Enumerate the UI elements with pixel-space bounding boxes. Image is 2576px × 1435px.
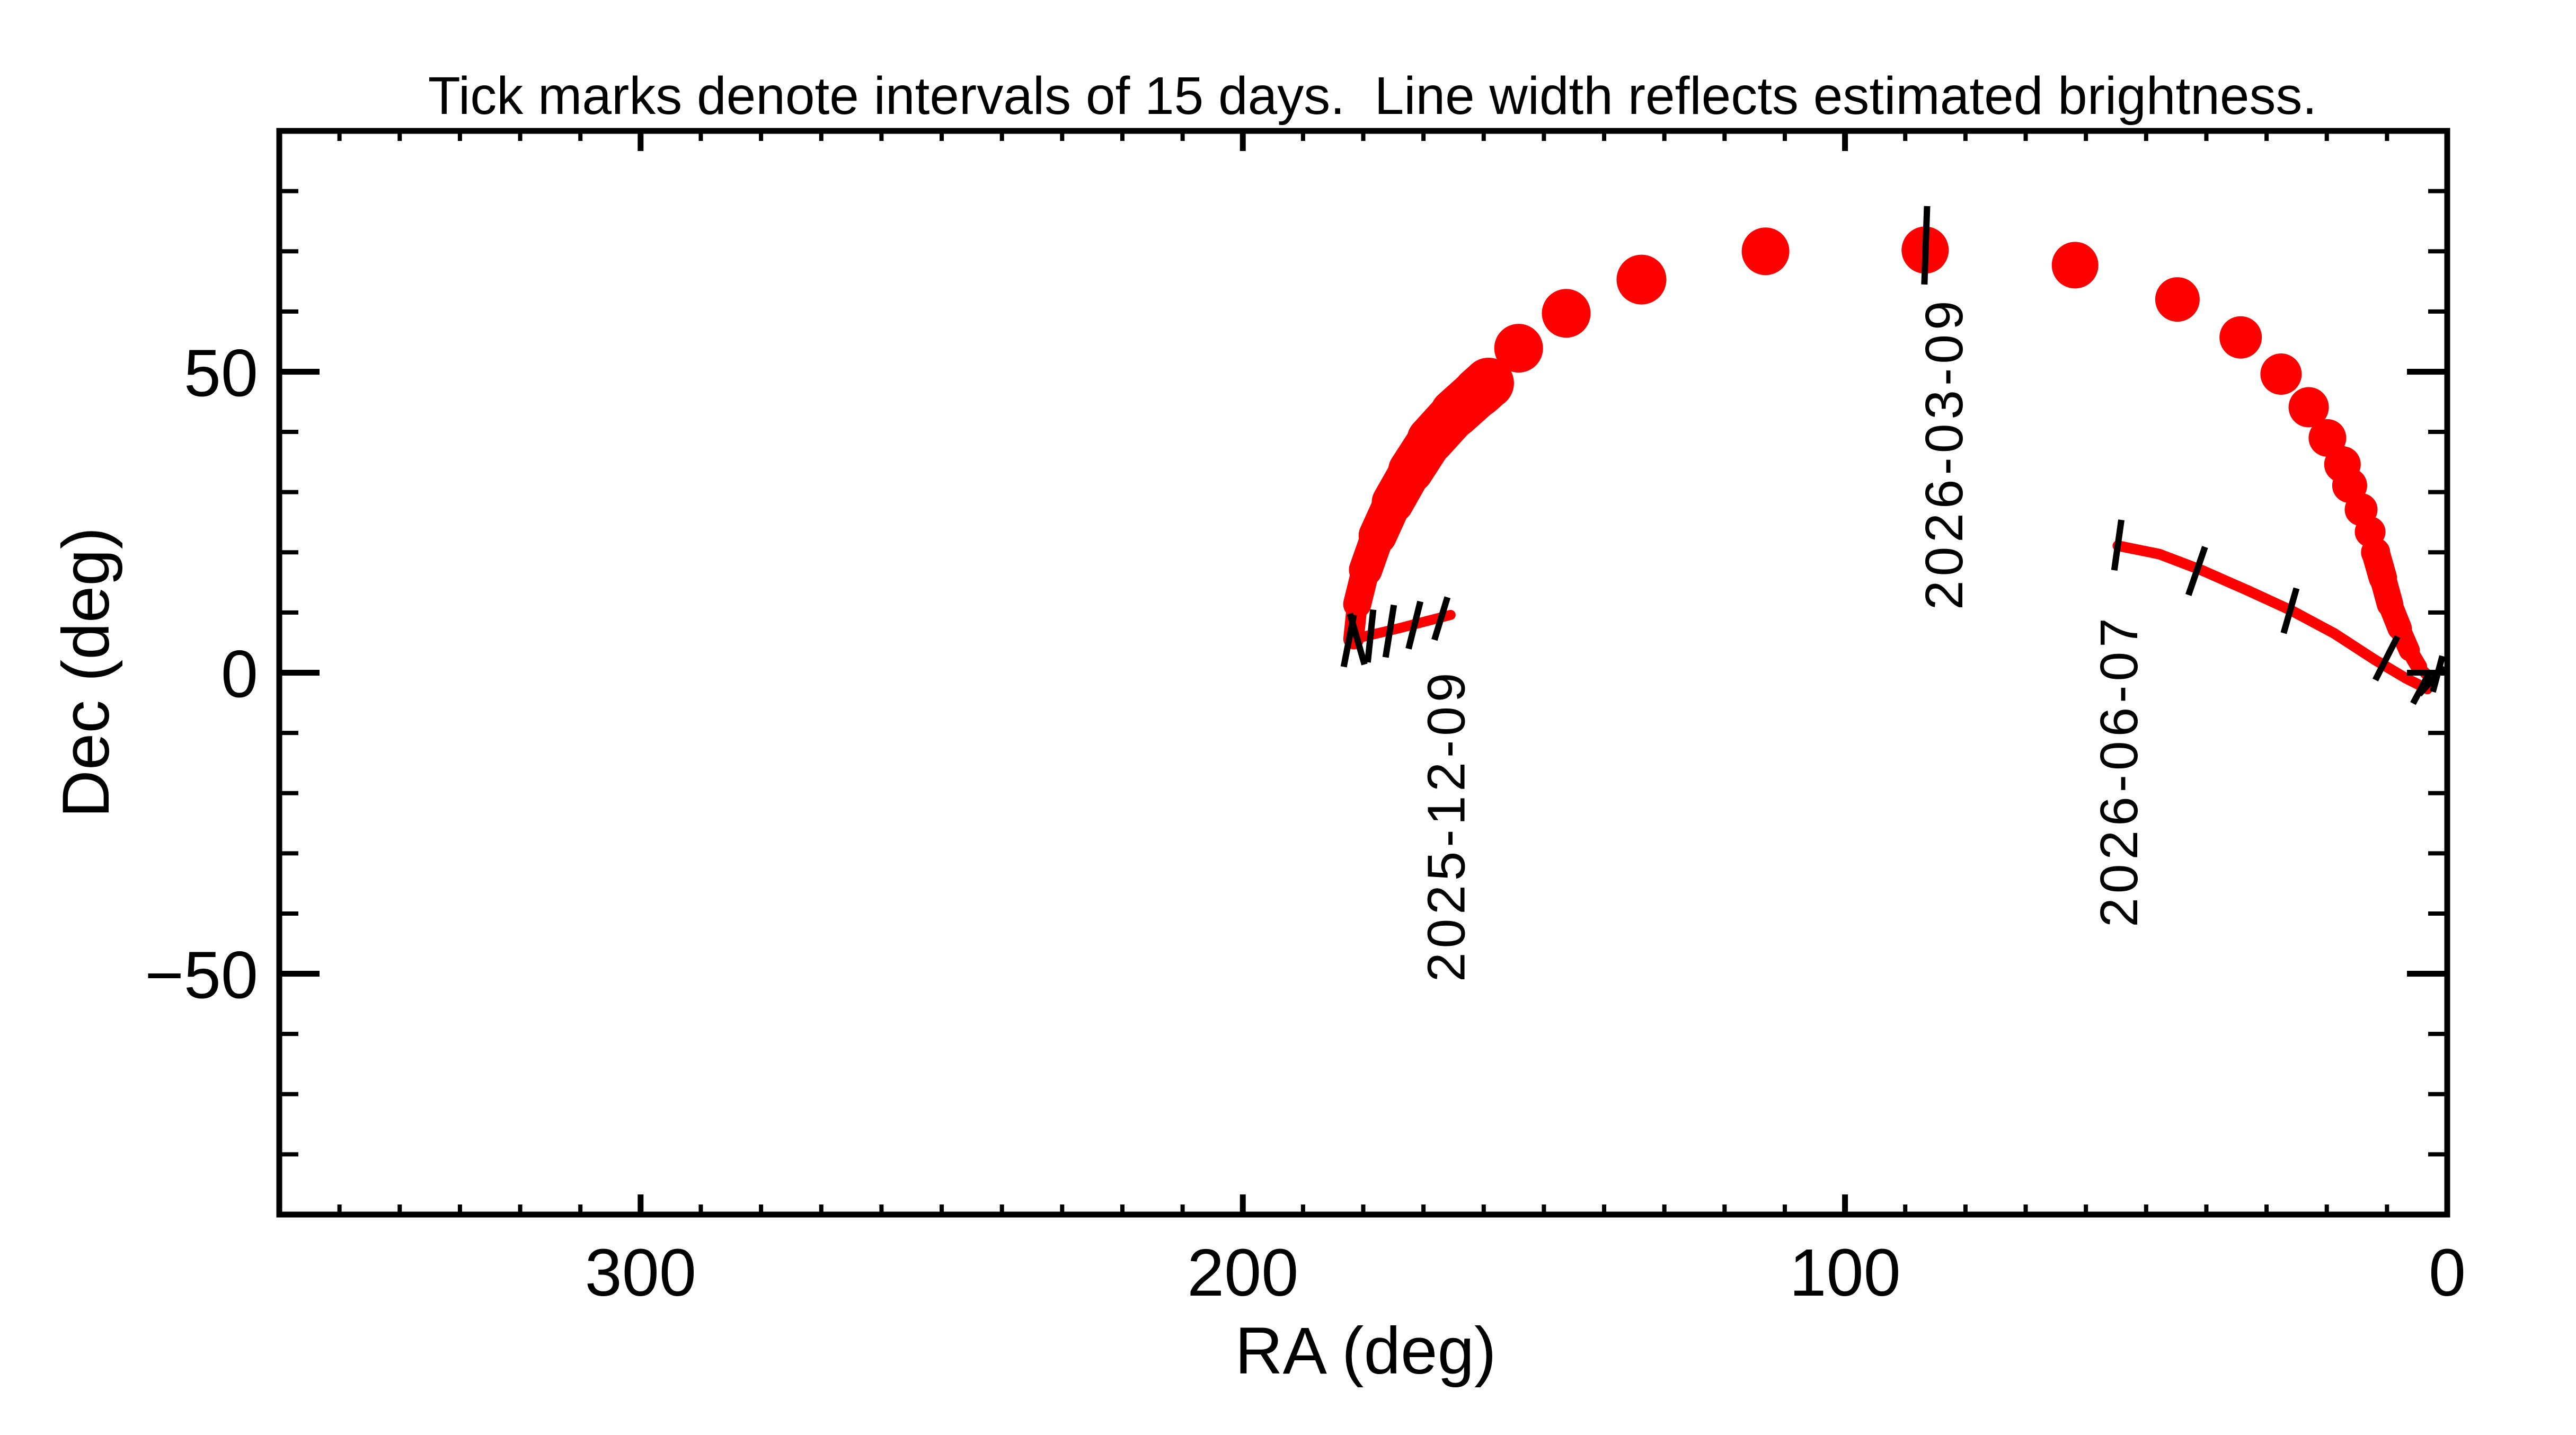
day-interval-tick [2185,546,2208,596]
y-tick-label: 50 [184,335,258,410]
brightness-dot [2260,353,2302,395]
day-interval-tick [2111,519,2125,571]
brightness-dot [2288,387,2329,428]
day-interval-tick [2372,635,2401,681]
day-interval-tick [1921,206,1931,285]
brightness-dot [2155,277,2200,322]
segment-june-august-track [2112,540,2433,695]
y-tick-label: −50 [145,938,258,1013]
x-tick-label: 100 [1789,1235,1900,1310]
brightness-dot [1542,289,1591,338]
brightness-dot [1463,358,1514,409]
date-labels: 2025-12-09 2026-03-09 2026-06-07 [1417,296,2148,982]
x-tick-label: 300 [585,1235,696,1310]
brightness-dot [2219,316,2262,359]
brightness-dot [1741,227,1790,276]
day-interval-tick [2429,655,2446,693]
trajectory-path [1343,226,2435,695]
date-label-2026-06-07: 2026-06-07 [2090,614,2149,927]
date-interval-tick-marks [1340,206,2447,705]
x-tick-label: 200 [1187,1235,1298,1310]
date-label-2025-12-09: 2025-12-09 [1417,669,1476,982]
day-interval-tick [1431,596,1451,641]
day-interval-tick [1405,600,1424,650]
day-interval-tick [1364,609,1377,663]
x-axis-tick-labels: 300 200 100 0 [585,1235,2466,1310]
x-axis-ticks [277,131,2450,1215]
brightness-dot [2361,537,2391,567]
date-label-2026-03-09: 2026-03-09 [1915,296,1974,610]
day-interval-tick [1347,613,1368,666]
day-interval-tick [2280,587,2300,634]
x-axis-title: RA (deg) [1235,1314,1496,1388]
chart-title: Tick marks denote intervals of 15 days. … [428,66,2317,126]
y-axis-title: Dec (deg) [49,527,123,818]
segment-rising-brightening-band [1343,358,1514,650]
brightness-dot [2051,242,2099,289]
brightness-dot [1616,254,1667,305]
y-axis-tick-labels: 50 0 −50 [145,335,258,1012]
day-interval-tick [1382,604,1397,658]
x-tick-label: 0 [2429,1235,2466,1310]
y-axis-ticks [279,129,2447,1217]
brightness-dot [1494,324,1543,373]
y-tick-label: 0 [221,637,258,712]
